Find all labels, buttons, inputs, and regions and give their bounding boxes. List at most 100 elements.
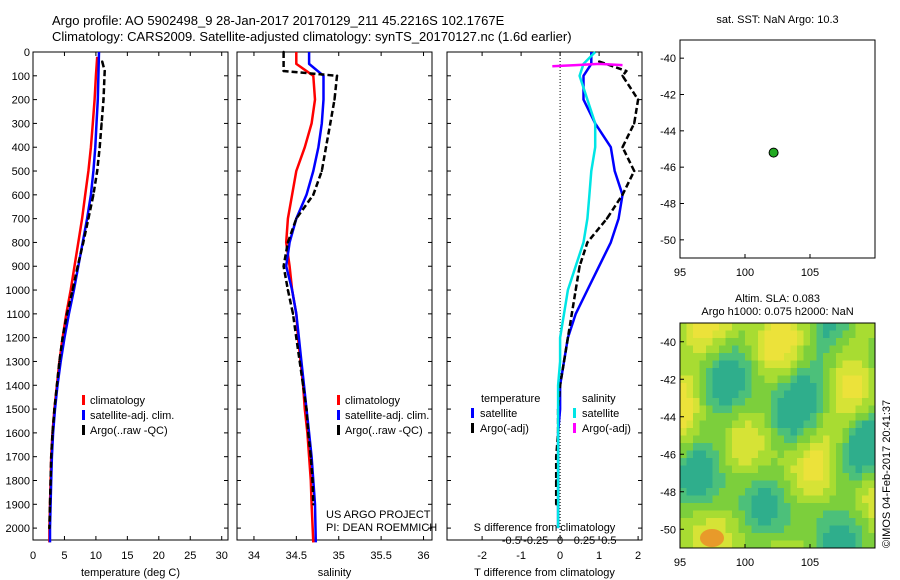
heatmap-cell	[706, 465, 713, 474]
heatmap-cell	[686, 375, 694, 384]
heatmap-cell	[751, 510, 759, 519]
heatmap-cell	[829, 413, 837, 421]
data-point	[58, 360, 61, 363]
heatmap-cell	[680, 428, 687, 436]
heatmap-cell	[693, 465, 700, 474]
heatmap-cell	[849, 405, 856, 414]
legend-label: climatology	[345, 395, 401, 407]
data-point	[574, 288, 577, 292]
heatmap-cell	[855, 420, 863, 429]
heatmap-cell	[784, 510, 791, 519]
data-point	[633, 122, 636, 125]
heatmap-cell	[816, 533, 824, 541]
legend-swatch	[82, 395, 85, 405]
heatmap-cell	[771, 450, 778, 459]
heatmap-cell	[823, 353, 830, 361]
heatmap-cell	[751, 495, 759, 504]
heatmap-cell	[745, 480, 752, 489]
y-tick-label: 1600	[6, 428, 30, 440]
heatmap-cell	[732, 338, 739, 346]
heatmap-cell	[719, 540, 726, 548]
heatmap-cell	[751, 345, 759, 354]
heatmap-cell	[732, 345, 739, 354]
heatmap-cell	[823, 383, 830, 391]
data-point	[53, 407, 56, 411]
heatmap-cell	[868, 503, 875, 511]
heatmap-cell	[719, 375, 726, 384]
heatmap-cell	[855, 525, 863, 534]
heatmap-cell	[829, 405, 837, 414]
heatmap-cell	[797, 518, 804, 526]
heatmap-cell	[771, 330, 778, 339]
heatmap-cell	[771, 480, 778, 489]
heatmap-cell	[699, 458, 707, 466]
heatmap-cell	[816, 435, 824, 444]
heatmap-cell	[745, 360, 752, 369]
heatmap-cell	[699, 413, 707, 421]
heatmap-cell	[849, 480, 856, 489]
heatmap-cell	[680, 473, 687, 481]
y-tick-label: 600	[12, 190, 30, 202]
heatmap-cell	[797, 428, 804, 436]
heatmap-cell	[777, 540, 785, 548]
heatmap-cell	[771, 525, 778, 534]
heatmap-cell	[745, 488, 752, 496]
heatmap-cell	[725, 383, 733, 391]
heatmap-cell	[829, 368, 837, 376]
heatmap-cell	[771, 353, 778, 361]
heatmap-cell	[712, 503, 720, 511]
heatmap-cell	[686, 458, 694, 466]
heatmap-cell	[725, 443, 733, 451]
heatmap-cell	[732, 428, 739, 436]
heatmap-cell	[816, 450, 824, 459]
heatmap-cell	[797, 533, 804, 541]
heatmap-cell	[784, 525, 791, 534]
heatmap-cell	[868, 345, 875, 354]
x-tick-label: 20	[153, 550, 165, 562]
heatmap-cell	[751, 465, 759, 474]
heatmap-cell	[758, 458, 765, 466]
heatmap-cell	[719, 420, 726, 429]
heatmap-cell	[777, 383, 785, 391]
heatmap-cell	[712, 413, 720, 421]
heatmap-cell	[842, 495, 850, 504]
heatmap-cell	[738, 458, 746, 466]
heatmap-cell	[738, 540, 746, 548]
heatmap-cell	[829, 510, 837, 519]
heatmap-cell	[745, 428, 752, 436]
heatmap-cell	[836, 518, 843, 526]
heatmap-cell	[797, 368, 804, 376]
heatmap-cell	[810, 540, 817, 548]
heatmap-cell	[771, 338, 778, 346]
heatmap-cell	[719, 390, 726, 399]
heatmap-cell	[868, 450, 875, 459]
heatmap-cell	[797, 405, 804, 414]
heatmap-cell	[810, 518, 817, 526]
heatmap-cell	[816, 330, 824, 339]
y-tick-label: 1900	[6, 499, 30, 511]
heatmap-cell	[725, 345, 733, 354]
heatmap-cell	[693, 525, 700, 534]
heatmap-cell	[706, 435, 713, 444]
heatmap-cell	[803, 330, 811, 339]
heatmap-cell	[745, 443, 752, 451]
heatmap-cell	[797, 383, 804, 391]
heatmap-cell	[784, 540, 791, 548]
heatmap-cell	[810, 420, 817, 429]
heatmap-cell	[693, 435, 700, 444]
series-line	[284, 52, 325, 543]
heatmap-cell	[777, 533, 785, 541]
heatmap-cell	[686, 510, 694, 519]
heatmap-cell	[784, 368, 791, 376]
heatmap-cell	[836, 458, 843, 466]
heatmap-cell	[693, 390, 700, 399]
x-tick-label: 95	[674, 267, 686, 279]
data-point	[295, 336, 298, 339]
heatmap-cell	[810, 330, 817, 339]
x-tick-label-salinity: 0.5	[601, 535, 616, 547]
data-point	[291, 312, 295, 316]
heatmap-cell	[829, 383, 837, 391]
heatmap-cell	[797, 398, 804, 406]
heatmap-cell	[758, 405, 765, 414]
heatmap-cell	[745, 420, 752, 429]
